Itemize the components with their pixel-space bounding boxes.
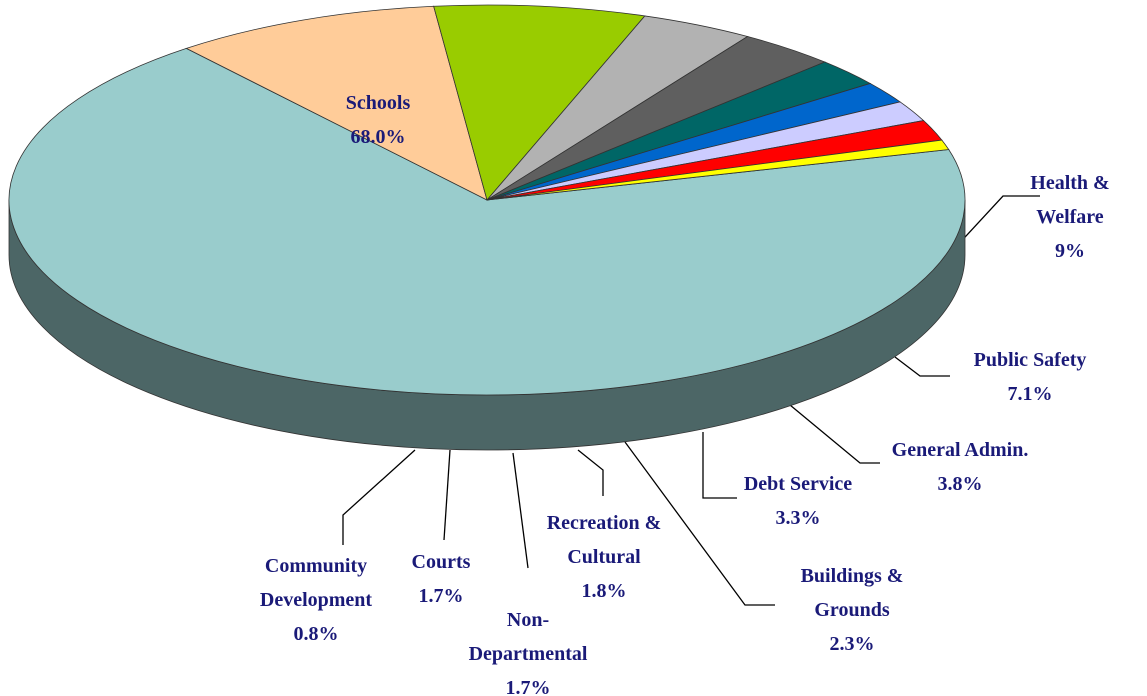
value-label: 68.0% bbox=[350, 126, 406, 148]
leader-line bbox=[443, 449, 451, 541]
leader-line bbox=[512, 452, 529, 569]
category-label: Schools bbox=[345, 92, 411, 114]
pie-tops bbox=[8, 4, 966, 396]
leader-line bbox=[702, 432, 737, 499]
slice-label: Health & Welfare 9% bbox=[1020, 166, 1120, 268]
leader-line bbox=[577, 449, 604, 496]
slice-label: Courts 1.7% bbox=[401, 545, 481, 613]
leader-line bbox=[789, 404, 880, 464]
value-label: 1.7% bbox=[505, 677, 551, 696]
pie-slice bbox=[486, 139, 950, 201]
leader-line bbox=[894, 356, 950, 377]
slice-label: Community Development 0.8% bbox=[241, 549, 391, 651]
category-label: Courts bbox=[411, 551, 471, 573]
pie-slice bbox=[8, 47, 966, 396]
category-label: Recreation & Cultural bbox=[546, 512, 662, 568]
slice-label: Recreation & Cultural 1.8% bbox=[547, 506, 662, 608]
value-label: 1.8% bbox=[581, 580, 627, 602]
category-label: Debt Service bbox=[743, 473, 853, 495]
value-label: 3.3% bbox=[775, 507, 821, 529]
category-label: General Admin. bbox=[891, 439, 1029, 461]
slice-label: General Admin. 3.8% bbox=[860, 433, 1060, 501]
value-label: 9% bbox=[1055, 240, 1085, 262]
leader-lines bbox=[342, 195, 1040, 606]
leader-line bbox=[342, 449, 416, 545]
category-label: Community Development bbox=[259, 555, 373, 611]
slice-label: Non-Departmental 1.7% bbox=[458, 603, 598, 696]
pie-slice bbox=[433, 4, 646, 201]
slice-label: Schools 68.0% bbox=[298, 86, 458, 154]
slice-label: Debt Service 3.3% bbox=[708, 467, 888, 535]
value-label: 3.8% bbox=[937, 473, 983, 495]
category-label: Non-Departmental bbox=[468, 609, 588, 665]
value-label: 2.3% bbox=[829, 633, 875, 655]
value-label: 7.1% bbox=[1007, 383, 1053, 405]
value-label: 0.8% bbox=[293, 623, 339, 645]
category-label: Public Safety bbox=[973, 349, 1087, 371]
value-label: 1.7% bbox=[418, 585, 464, 607]
slice-label: Buildings & Grounds 2.3% bbox=[777, 559, 927, 661]
pie-slice bbox=[185, 5, 488, 201]
category-label: Buildings & Grounds bbox=[800, 565, 904, 621]
leader-line bbox=[624, 441, 775, 606]
slice-label: Public Safety 7.1% bbox=[945, 343, 1115, 411]
category-label: Health & Welfare bbox=[1030, 172, 1110, 228]
